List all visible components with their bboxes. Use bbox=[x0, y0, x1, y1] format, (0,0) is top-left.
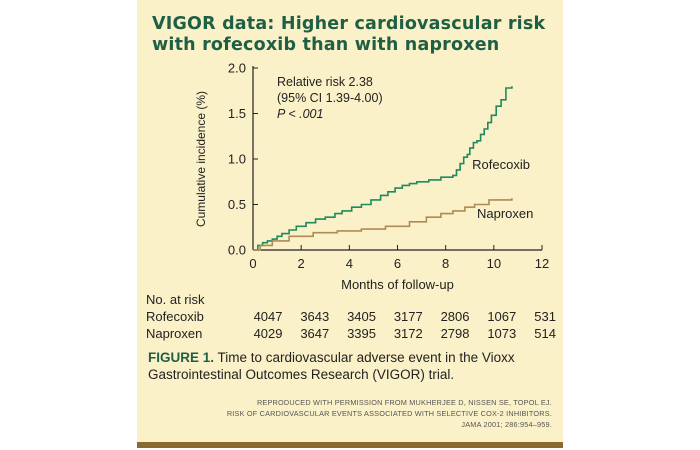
risk-cell: 2798 bbox=[440, 326, 470, 341]
x-axis-title: Months of follow-up bbox=[341, 277, 454, 292]
risk-row-label: Rofecoxib bbox=[146, 309, 204, 324]
figure-card bbox=[137, 0, 563, 442]
annotation-confidence-interval: (95% CI 1.39-4.00) bbox=[277, 91, 383, 105]
annotation-relative-risk: Relative risk 2.38 bbox=[277, 75, 373, 89]
y-tick-label: 0.0 bbox=[228, 243, 246, 258]
risk-cell: 3405 bbox=[347, 309, 376, 324]
risk-cell: 1073 bbox=[487, 326, 517, 341]
risk-cell: 4029 bbox=[253, 326, 283, 341]
figure-caption: FIGURE 1. Time to cardiovascular adverse… bbox=[148, 349, 548, 383]
credit-line: REPRODUCED WITH PERMISSION FROM MUKHERJE… bbox=[256, 398, 552, 407]
series-line-naproxen bbox=[253, 198, 513, 251]
risk-cell: 514 bbox=[534, 326, 556, 341]
series-label-naproxen: Naproxen bbox=[477, 206, 533, 221]
risk-row-rofecoxib: Rofecoxib 4047 3643 3405 3177 2806 1067 … bbox=[146, 308, 556, 325]
bottom-rule bbox=[137, 442, 563, 448]
number-at-risk-table: No. at risk Rofecoxib 4047 3643 3405 317… bbox=[146, 291, 556, 342]
credit-line: JAMA 2001; 286:954–959. bbox=[461, 420, 552, 429]
y-tick-label: 2.0 bbox=[228, 61, 246, 76]
risk-cell: 3172 bbox=[393, 326, 423, 341]
x-tick-label: 6 bbox=[394, 256, 401, 271]
source-credit: REPRODUCED WITH PERMISSION FROM MUKHERJE… bbox=[200, 397, 552, 430]
chart: 0.0 0.5 1.0 1.5 2.0 0 2 4 6 8 10 12 Months of follo… bbox=[194, 61, 549, 293]
x-tick-label: 2 bbox=[298, 256, 305, 271]
caption-text: Time to cardiovascular adverse event in … bbox=[148, 350, 515, 382]
x-tick-label: 0 bbox=[249, 256, 256, 271]
risk-header: No. at risk bbox=[146, 292, 205, 307]
risk-cell: 4047 bbox=[253, 309, 283, 324]
risk-cell: 3643 bbox=[300, 309, 330, 324]
risk-cell: 3177 bbox=[393, 309, 423, 324]
risk-cell: 531 bbox=[534, 309, 556, 324]
x-tick-label: 4 bbox=[346, 256, 353, 271]
y-axis-title: Cumulative incidence (%) bbox=[194, 91, 208, 227]
risk-header-row: No. at risk bbox=[146, 291, 556, 308]
series-line-rofecoxib bbox=[253, 86, 513, 251]
x-tick-label: 12 bbox=[535, 256, 549, 271]
figure-label: FIGURE 1. bbox=[148, 350, 215, 365]
credit-line: RISK OF CARDIOVASCULAR EVENTS ASSOCIATED… bbox=[226, 409, 552, 418]
x-tick-label: 10 bbox=[487, 256, 501, 271]
risk-cell: 3395 bbox=[347, 326, 376, 341]
risk-cell: 3647 bbox=[300, 326, 330, 341]
chart-title: VIGOR data: Higher cardiovascular risk w… bbox=[152, 14, 546, 55]
series-label-rofecoxib: Rofecoxib bbox=[472, 157, 530, 172]
y-tick-label: 1.5 bbox=[228, 106, 246, 121]
risk-row-label: Naproxen bbox=[146, 326, 203, 341]
risk-cell: 1067 bbox=[487, 309, 517, 324]
y-tick-label: 1.0 bbox=[228, 152, 246, 167]
annotation-p-value: P < .001 bbox=[277, 107, 323, 121]
risk-row-naproxen: Naproxen 4029 3647 3395 3172 2798 1073 5… bbox=[146, 325, 556, 342]
plot-area bbox=[253, 86, 513, 251]
risk-cell: 2806 bbox=[440, 309, 470, 324]
x-tick-label: 8 bbox=[442, 256, 449, 271]
chart-labels: Months of follow-up Cumulative incidence … bbox=[194, 75, 533, 292]
y-tick-label: 0.5 bbox=[228, 197, 246, 212]
axes: 0.0 0.5 1.0 1.5 2.0 0 2 4 6 8 10 12 bbox=[228, 61, 549, 272]
